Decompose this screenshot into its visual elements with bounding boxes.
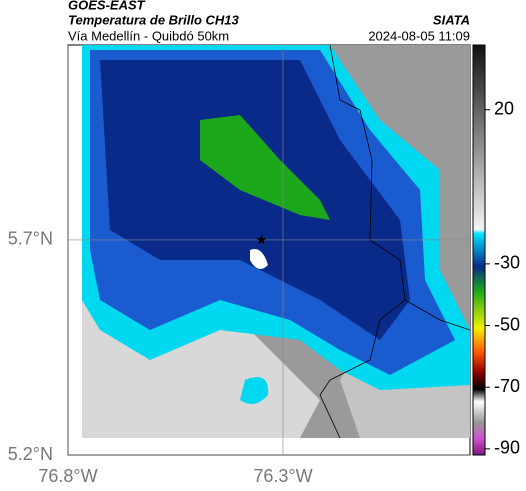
source: SIATA — [433, 12, 470, 27]
coldest-tops — [200, 115, 330, 220]
colorbar — [472, 44, 486, 456]
datetime: 2024-08-05 11:09 — [368, 28, 470, 43]
colorbar-tick-label: -70 — [494, 376, 520, 396]
x-tick-label: 76.8°W — [38, 466, 97, 486]
x-tick-label: 76.3°W — [253, 466, 312, 486]
clear-patch — [250, 249, 268, 269]
location-marker — [256, 234, 267, 245]
location: Vía Medellín - Quibdó 50km — [68, 28, 229, 43]
product: Temperatura de Brillo CH13 — [68, 12, 240, 27]
colorbar-tick-label: 20 — [494, 98, 514, 118]
imagery — [82, 45, 470, 438]
y-tick-label: 5.2°N — [8, 444, 53, 464]
colorbar-tick-label: -90 — [494, 438, 520, 458]
colorbar-tick-label: -30 — [494, 253, 520, 273]
small-cloud — [240, 377, 269, 404]
satellite: GOES-EAST — [68, 0, 146, 12]
colorbar-tick-label: -50 — [494, 314, 520, 334]
y-tick-label: 5.7°N — [8, 229, 53, 249]
cold-cloud-core — [100, 60, 410, 340]
